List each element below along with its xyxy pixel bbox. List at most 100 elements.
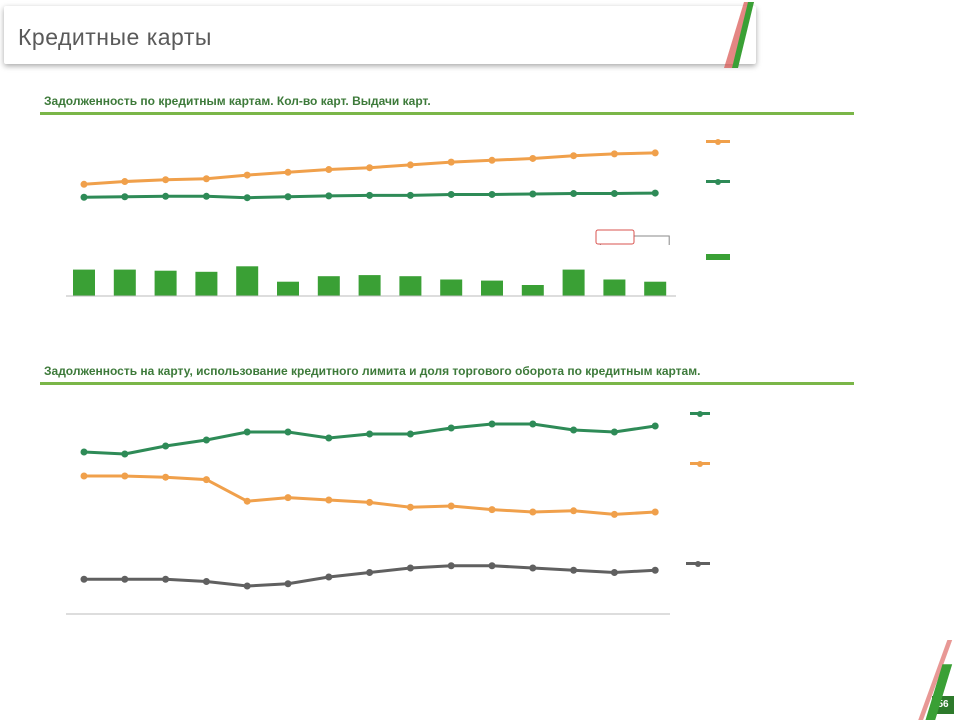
point3-0-10 xyxy=(488,420,496,428)
point3-2-8 xyxy=(406,564,414,572)
point3-1-11 xyxy=(529,508,537,516)
point3-1-2 xyxy=(162,473,170,481)
point-1-0 xyxy=(80,193,88,201)
bar-13 xyxy=(603,279,626,296)
point3-0-0 xyxy=(80,448,88,456)
legend-dot-debt-per-card xyxy=(697,460,703,467)
bar-4 xyxy=(236,266,259,296)
point-0-8 xyxy=(406,161,414,169)
bar-12 xyxy=(562,269,585,296)
point-0-12 xyxy=(570,152,578,160)
point-0-1 xyxy=(121,178,129,186)
point3-0-13 xyxy=(610,428,618,436)
point-1-13 xyxy=(610,190,618,198)
point-1-7 xyxy=(366,191,374,199)
section1-title: Задолженность по кредитным картам. Кол-в… xyxy=(44,94,431,108)
point-1-3 xyxy=(202,192,210,200)
point-1-9 xyxy=(447,190,455,198)
legend-dot-trade-share xyxy=(697,410,703,417)
point3-1-3 xyxy=(202,476,210,484)
point3-0-7 xyxy=(366,430,374,438)
point-1-8 xyxy=(406,191,414,199)
point-0-2 xyxy=(162,176,170,184)
point-0-9 xyxy=(447,158,455,166)
bar-6 xyxy=(317,276,340,296)
point-0-10 xyxy=(488,156,496,164)
point-1-2 xyxy=(162,192,170,200)
legend-swatch-issuance xyxy=(706,254,730,260)
point-1-12 xyxy=(570,190,578,198)
point-0-7 xyxy=(366,164,374,172)
point-0-0 xyxy=(80,180,88,188)
point3-0-4 xyxy=(243,428,251,436)
point-1-10 xyxy=(488,190,496,198)
bar-10 xyxy=(481,280,503,296)
point3-2-13 xyxy=(610,569,618,576)
point3-0-3 xyxy=(202,436,210,444)
point-1-5 xyxy=(284,193,292,201)
bar-3 xyxy=(195,271,218,296)
point3-0-14 xyxy=(651,422,659,430)
point3-2-7 xyxy=(366,569,374,576)
point3-0-1 xyxy=(121,450,129,458)
point-1-1 xyxy=(121,193,129,201)
bar-1 xyxy=(113,269,136,296)
point3-1-0 xyxy=(80,472,88,480)
point-0-11 xyxy=(529,154,537,162)
point3-1-6 xyxy=(325,496,333,504)
legend-dot-limit-usage xyxy=(695,560,701,567)
point-0-3 xyxy=(202,175,210,183)
bar-11 xyxy=(521,285,544,296)
series3-line-1 xyxy=(84,474,656,516)
point3-0-8 xyxy=(406,430,414,438)
point3-1-4 xyxy=(243,497,251,505)
point3-0-5 xyxy=(284,428,292,436)
point3-1-9 xyxy=(447,502,455,510)
point-0-13 xyxy=(610,150,618,158)
bar-5 xyxy=(277,281,299,296)
point3-2-3 xyxy=(202,578,210,585)
point-1-6 xyxy=(325,192,333,200)
point3-1-1 xyxy=(121,472,129,480)
bar-7 xyxy=(358,275,381,296)
point3-2-12 xyxy=(570,566,578,574)
bar-8 xyxy=(399,276,422,296)
bar-0 xyxy=(73,269,95,296)
bar-9 xyxy=(440,279,463,296)
point3-1-12 xyxy=(570,507,578,515)
point3-2-11 xyxy=(529,564,537,572)
point-0-4 xyxy=(243,171,251,179)
point3-2-5 xyxy=(284,580,292,588)
point3-1-14 xyxy=(651,508,659,516)
point3-2-2 xyxy=(162,575,170,583)
point3-0-12 xyxy=(570,426,578,434)
legend-dot-debt xyxy=(715,178,721,185)
legend-dot-cards xyxy=(715,138,721,145)
corner-accent-icon xyxy=(918,640,953,720)
point3-1-10 xyxy=(488,506,496,514)
point-0-14 xyxy=(651,149,659,157)
point-1-4 xyxy=(243,194,251,202)
point3-2-0 xyxy=(80,575,88,583)
point3-2-6 xyxy=(325,573,333,581)
point-0-6 xyxy=(325,166,333,174)
section2-rule xyxy=(40,382,854,385)
bar-2 xyxy=(154,270,177,296)
section2-title: Задолженность на карту, использование кр… xyxy=(44,364,701,378)
accent-stripe-icon xyxy=(724,2,754,68)
bar-14 xyxy=(644,281,667,296)
point3-0-6 xyxy=(325,434,333,442)
point3-1-7 xyxy=(366,498,374,506)
point3-0-2 xyxy=(162,442,170,450)
point3-2-1 xyxy=(121,575,129,583)
section1-rule xyxy=(40,112,854,115)
point3-2-14 xyxy=(651,566,659,574)
point3-0-11 xyxy=(529,420,537,428)
point3-2-4 xyxy=(243,582,251,590)
bar-callout-box xyxy=(595,229,635,245)
point3-1-5 xyxy=(284,494,292,502)
point-1-11 xyxy=(529,190,537,198)
series3-line-0 xyxy=(83,422,656,456)
point3-2-10 xyxy=(488,562,496,570)
